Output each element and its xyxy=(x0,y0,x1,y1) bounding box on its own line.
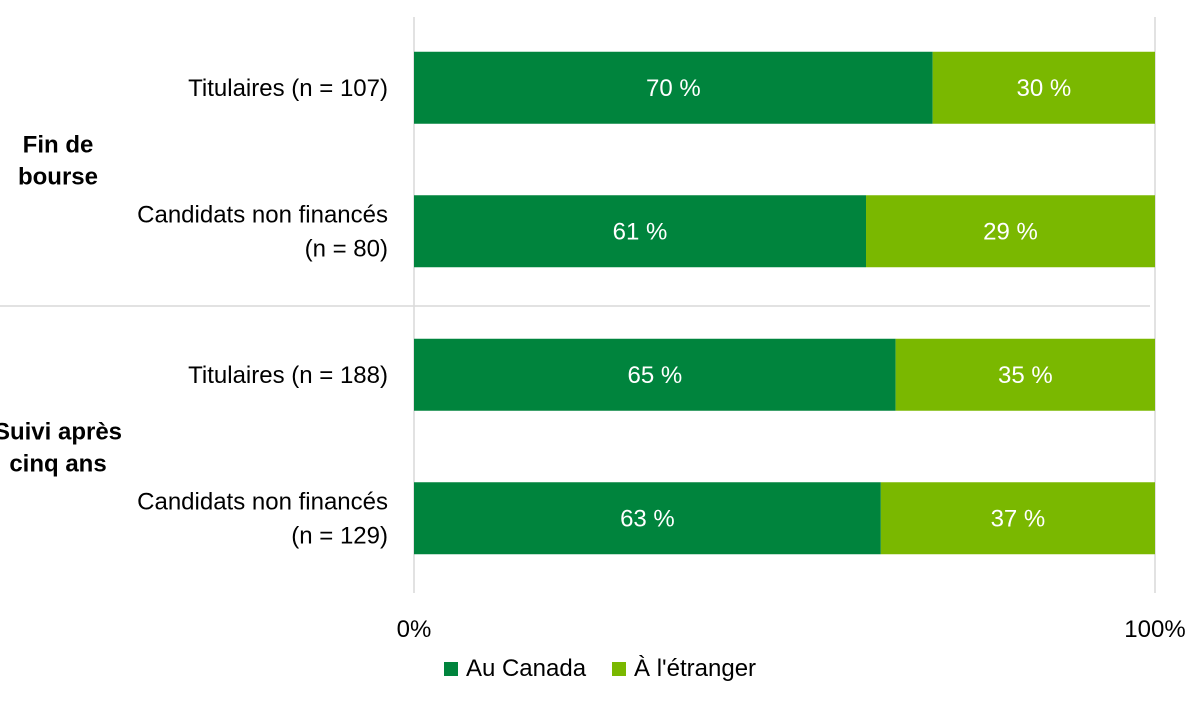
axis-tick-labels: 0% 100% xyxy=(397,616,1186,643)
bar-segment-1-2 xyxy=(895,338,1155,411)
legend: Au Canada À l'étranger xyxy=(0,655,1200,683)
bar-segment-0-2 xyxy=(414,338,896,411)
group-label-0-line-1: bourse xyxy=(18,164,98,191)
data-label-0-3: 63 % xyxy=(620,505,675,532)
category-label-1-line-1: (n = 80) xyxy=(305,235,388,262)
category-label-3-line-1: (n = 129) xyxy=(291,522,388,549)
legend-item-au-canada: Au Canada xyxy=(443,655,587,683)
bar-segment-1-3 xyxy=(880,482,1155,555)
bar-segment-1-1 xyxy=(866,195,1155,268)
bar-segment-0-0 xyxy=(414,51,933,124)
group-label-1-line-0: Suivi après xyxy=(0,419,122,446)
legend-label-a-l-etranger: À l'étranger xyxy=(634,655,757,682)
category-label-0-line-0: Titulaires (n = 107) xyxy=(188,75,388,102)
data-label-0-2: 65 % xyxy=(627,362,682,389)
group-labels: Fin de bourse Suivi après cinq ans xyxy=(0,132,122,478)
legend-item-a-l-etranger: À l'étranger xyxy=(612,655,756,683)
category-label-2-line-0: Titulaires (n = 188) xyxy=(188,362,388,389)
data-label-1-3: 37 % xyxy=(991,505,1046,532)
x-tick-label-1: 100% xyxy=(1124,616,1185,643)
legend-label-au-canada: Au Canada xyxy=(465,655,587,682)
category-labels: Titulaires (n = 107) Candidats non financ… xyxy=(137,75,388,550)
group-label-1-line-1: cinq ans xyxy=(9,451,106,478)
data-label-1-2: 35 % xyxy=(998,362,1053,389)
data-label-0-1: 61 % xyxy=(613,218,668,245)
data-label-1-0: 30 % xyxy=(1016,75,1071,102)
category-label-1-line-0: Candidats non financés xyxy=(137,201,388,228)
data-label-0-0: 70 % xyxy=(646,75,701,102)
category-label-3-line-0: Candidats non financés xyxy=(137,488,388,515)
legend-swatch-a-l-etranger xyxy=(612,662,627,676)
legend-swatch-au-canada xyxy=(443,662,458,676)
data-label-1-1: 29 % xyxy=(983,218,1038,245)
bar-segment-1-0 xyxy=(932,51,1155,124)
bar-segment-0-1 xyxy=(414,195,867,268)
x-tick-label-0: 0% xyxy=(397,616,432,643)
bar-segment-0-3 xyxy=(414,482,881,555)
group-label-0-line-0: Fin de xyxy=(23,132,94,159)
bars: 70 % 30 % 61 % 29 % 65 % 35 % 63 % 37 % xyxy=(414,51,1155,555)
